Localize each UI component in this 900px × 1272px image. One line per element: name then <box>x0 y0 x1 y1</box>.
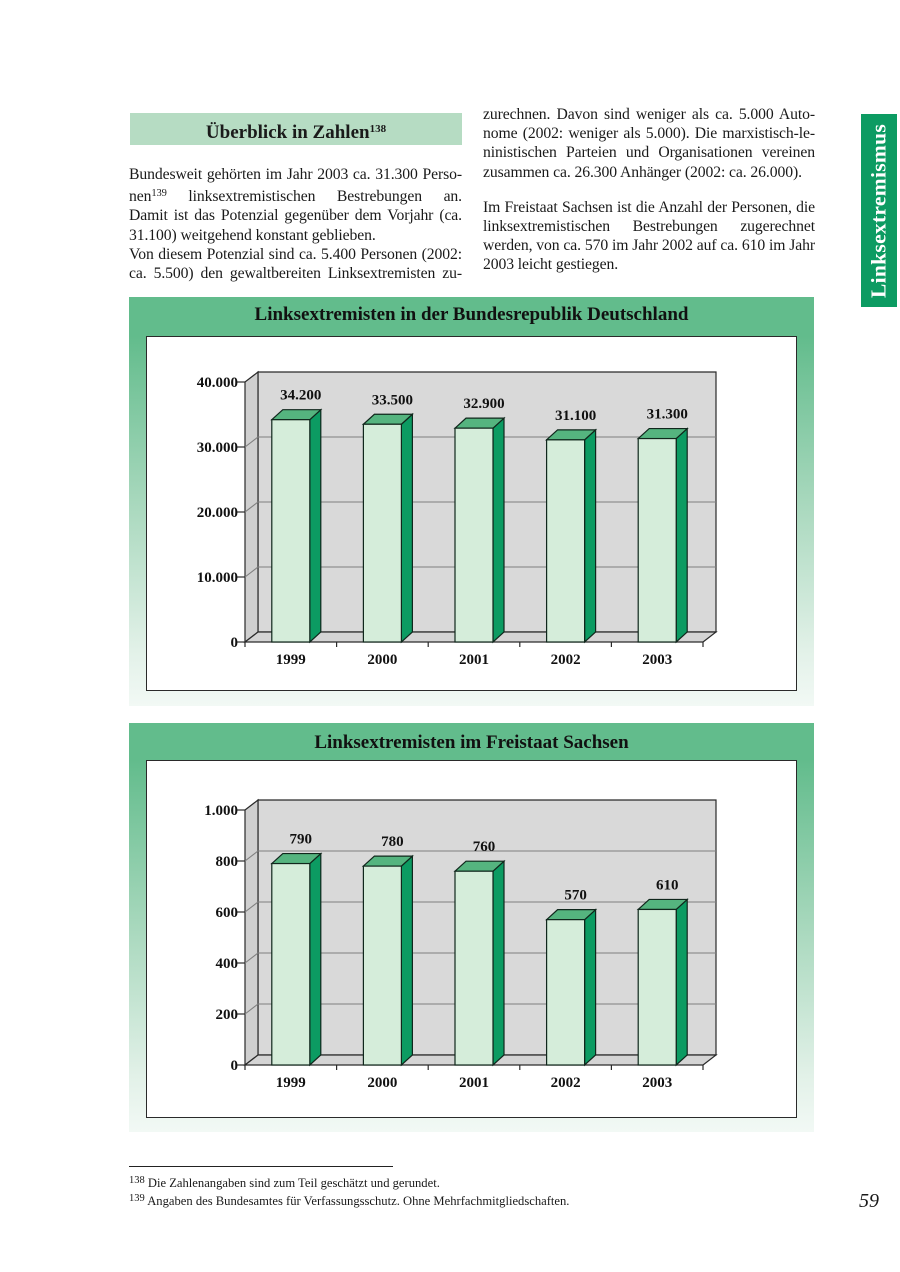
svg-text:2001: 2001 <box>459 1075 489 1091</box>
svg-text:790: 790 <box>290 832 313 848</box>
svg-text:1999: 1999 <box>276 652 306 668</box>
svg-text:780: 780 <box>381 834 404 850</box>
svg-text:30.000: 30.000 <box>197 440 238 456</box>
svg-text:0: 0 <box>231 635 239 651</box>
svg-text:32.900: 32.900 <box>463 396 504 412</box>
svg-text:2003: 2003 <box>642 1075 672 1091</box>
svg-text:200: 200 <box>216 1007 239 1023</box>
svg-text:2002: 2002 <box>551 1075 581 1091</box>
svg-text:2002: 2002 <box>551 652 581 668</box>
svg-text:33.500: 33.500 <box>372 392 413 408</box>
svg-text:2000: 2000 <box>367 652 397 668</box>
svg-text:10.000: 10.000 <box>197 570 238 586</box>
svg-text:2000: 2000 <box>367 1075 397 1091</box>
svg-text:760: 760 <box>473 839 496 855</box>
svg-text:570: 570 <box>564 888 587 904</box>
svg-text:34.200: 34.200 <box>280 388 321 404</box>
svg-text:800: 800 <box>216 854 239 870</box>
svg-text:31.300: 31.300 <box>647 407 688 423</box>
svg-text:600: 600 <box>216 905 239 921</box>
svg-text:2001: 2001 <box>459 652 489 668</box>
svg-text:1999: 1999 <box>276 1075 306 1091</box>
svg-text:0: 0 <box>231 1058 239 1074</box>
svg-text:2003: 2003 <box>642 652 672 668</box>
svg-text:400: 400 <box>216 956 239 972</box>
svg-text:610: 610 <box>656 877 679 893</box>
svg-text:1.000: 1.000 <box>204 803 238 819</box>
svg-text:20.000: 20.000 <box>197 505 238 521</box>
svg-text:31.100: 31.100 <box>555 408 596 424</box>
svg-text:40.000: 40.000 <box>197 375 238 391</box>
